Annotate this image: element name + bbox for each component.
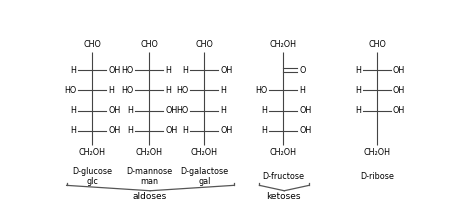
Text: man: man [140, 177, 158, 186]
Text: H: H [128, 106, 134, 115]
Text: H: H [71, 126, 76, 135]
Text: D-mannose: D-mannose [126, 166, 173, 176]
Text: OH: OH [299, 126, 311, 135]
Text: D-glucose: D-glucose [73, 166, 112, 176]
Text: H: H [108, 86, 114, 95]
Text: H: H [165, 66, 171, 75]
Text: CHO: CHO [140, 40, 158, 49]
Text: HO: HO [176, 86, 189, 95]
Text: CH₂OH: CH₂OH [79, 148, 106, 157]
Text: ketoses: ketoses [266, 192, 301, 201]
Text: OH: OH [108, 126, 120, 135]
Text: CH₂OH: CH₂OH [364, 148, 391, 157]
Text: CH₂OH: CH₂OH [270, 40, 297, 49]
Text: OH: OH [108, 106, 120, 115]
Text: OH: OH [165, 106, 177, 115]
Text: HO: HO [121, 86, 134, 95]
Text: D-fructose: D-fructose [262, 172, 304, 181]
Text: OH: OH [393, 86, 405, 95]
Text: D-ribose: D-ribose [360, 172, 394, 181]
Text: D-galactose: D-galactose [180, 166, 228, 176]
Text: H: H [182, 126, 189, 135]
Text: HO: HO [121, 66, 134, 75]
Text: H: H [356, 106, 361, 115]
Text: H: H [128, 126, 134, 135]
Text: H: H [182, 66, 189, 75]
Text: HO: HO [176, 106, 189, 115]
Text: H: H [356, 86, 361, 95]
Text: H: H [262, 126, 267, 135]
Text: H: H [165, 86, 171, 95]
Text: CHO: CHO [368, 40, 386, 49]
Text: HO: HO [64, 86, 76, 95]
Text: O: O [299, 66, 306, 75]
Text: H: H [220, 86, 226, 95]
Text: CHO: CHO [195, 40, 213, 49]
Text: CH₂OH: CH₂OH [191, 148, 218, 157]
Text: H: H [71, 66, 76, 75]
Text: OH: OH [393, 66, 405, 75]
Text: HO: HO [255, 86, 267, 95]
Text: CHO: CHO [83, 40, 101, 49]
Text: glc: glc [86, 177, 98, 186]
Text: OH: OH [299, 106, 311, 115]
Text: CH₂OH: CH₂OH [136, 148, 163, 157]
Text: gal: gal [198, 177, 210, 186]
Text: H: H [220, 106, 226, 115]
Text: OH: OH [108, 66, 120, 75]
Text: OH: OH [220, 66, 232, 75]
Text: OH: OH [393, 106, 405, 115]
Text: OH: OH [165, 126, 177, 135]
Text: CH₂OH: CH₂OH [270, 148, 297, 157]
Text: H: H [71, 106, 76, 115]
Text: H: H [356, 66, 361, 75]
Text: aldoses: aldoses [132, 192, 166, 201]
Text: H: H [262, 106, 267, 115]
Text: H: H [299, 86, 305, 95]
Text: OH: OH [220, 126, 232, 135]
